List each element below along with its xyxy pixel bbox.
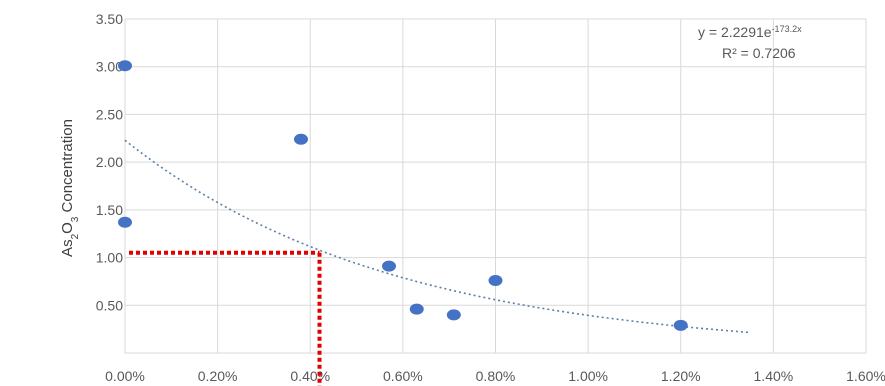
- scatter-point: [118, 60, 132, 72]
- x-tick-label: 0.20%: [198, 368, 238, 384]
- scatter-point: [381, 260, 396, 272]
- x-tick-label: 0.60%: [383, 368, 423, 384]
- x-tick-label: 0.40%: [290, 368, 330, 384]
- scatter-point: [488, 274, 503, 286]
- x-tick-label: 1.00%: [568, 368, 608, 384]
- scatter-point: [118, 216, 132, 228]
- x-tick-label: 0.80%: [476, 368, 516, 384]
- trendline-r-squared: R² = 0.7206: [722, 45, 796, 61]
- y-axis-tick-labels: 3.50 3.00 2.50 2.00 1.50 1.00 0.50: [96, 11, 123, 313]
- scatter-point: [673, 319, 688, 331]
- y-tick-label: 1.00: [96, 250, 123, 266]
- y-tick-label: 3.00: [96, 59, 123, 75]
- gridlines: [124, 18, 867, 354]
- y-tick-label: 3.50: [96, 11, 123, 27]
- reference-lines: [129, 250, 322, 386]
- x-tick-label: 0.00%: [105, 368, 145, 384]
- data-points: [118, 60, 688, 331]
- y-tick-label: 2.00: [96, 154, 123, 170]
- scatter-point: [446, 309, 461, 321]
- y-tick-label: 1.50: [96, 202, 123, 218]
- x-tick-label: 1.20%: [661, 368, 701, 384]
- scatter-point: [293, 133, 308, 145]
- y-tick-label: 2.50: [96, 106, 123, 122]
- x-axis-tick-labels: 0.00% 0.20% 0.40% 0.60% 0.80% 1.00% 1.20% 1.40%…: [105, 368, 885, 384]
- scatter-point: [409, 303, 424, 315]
- y-axis-label: As2O3 Concentration: [59, 119, 81, 257]
- trendline-equation: y = 2.2291e-173.2x: [698, 24, 802, 40]
- x-tick-label: 1.40%: [754, 368, 794, 384]
- y-tick-label: 0.50: [96, 297, 123, 313]
- x-tick-label: 1.60%: [846, 368, 885, 384]
